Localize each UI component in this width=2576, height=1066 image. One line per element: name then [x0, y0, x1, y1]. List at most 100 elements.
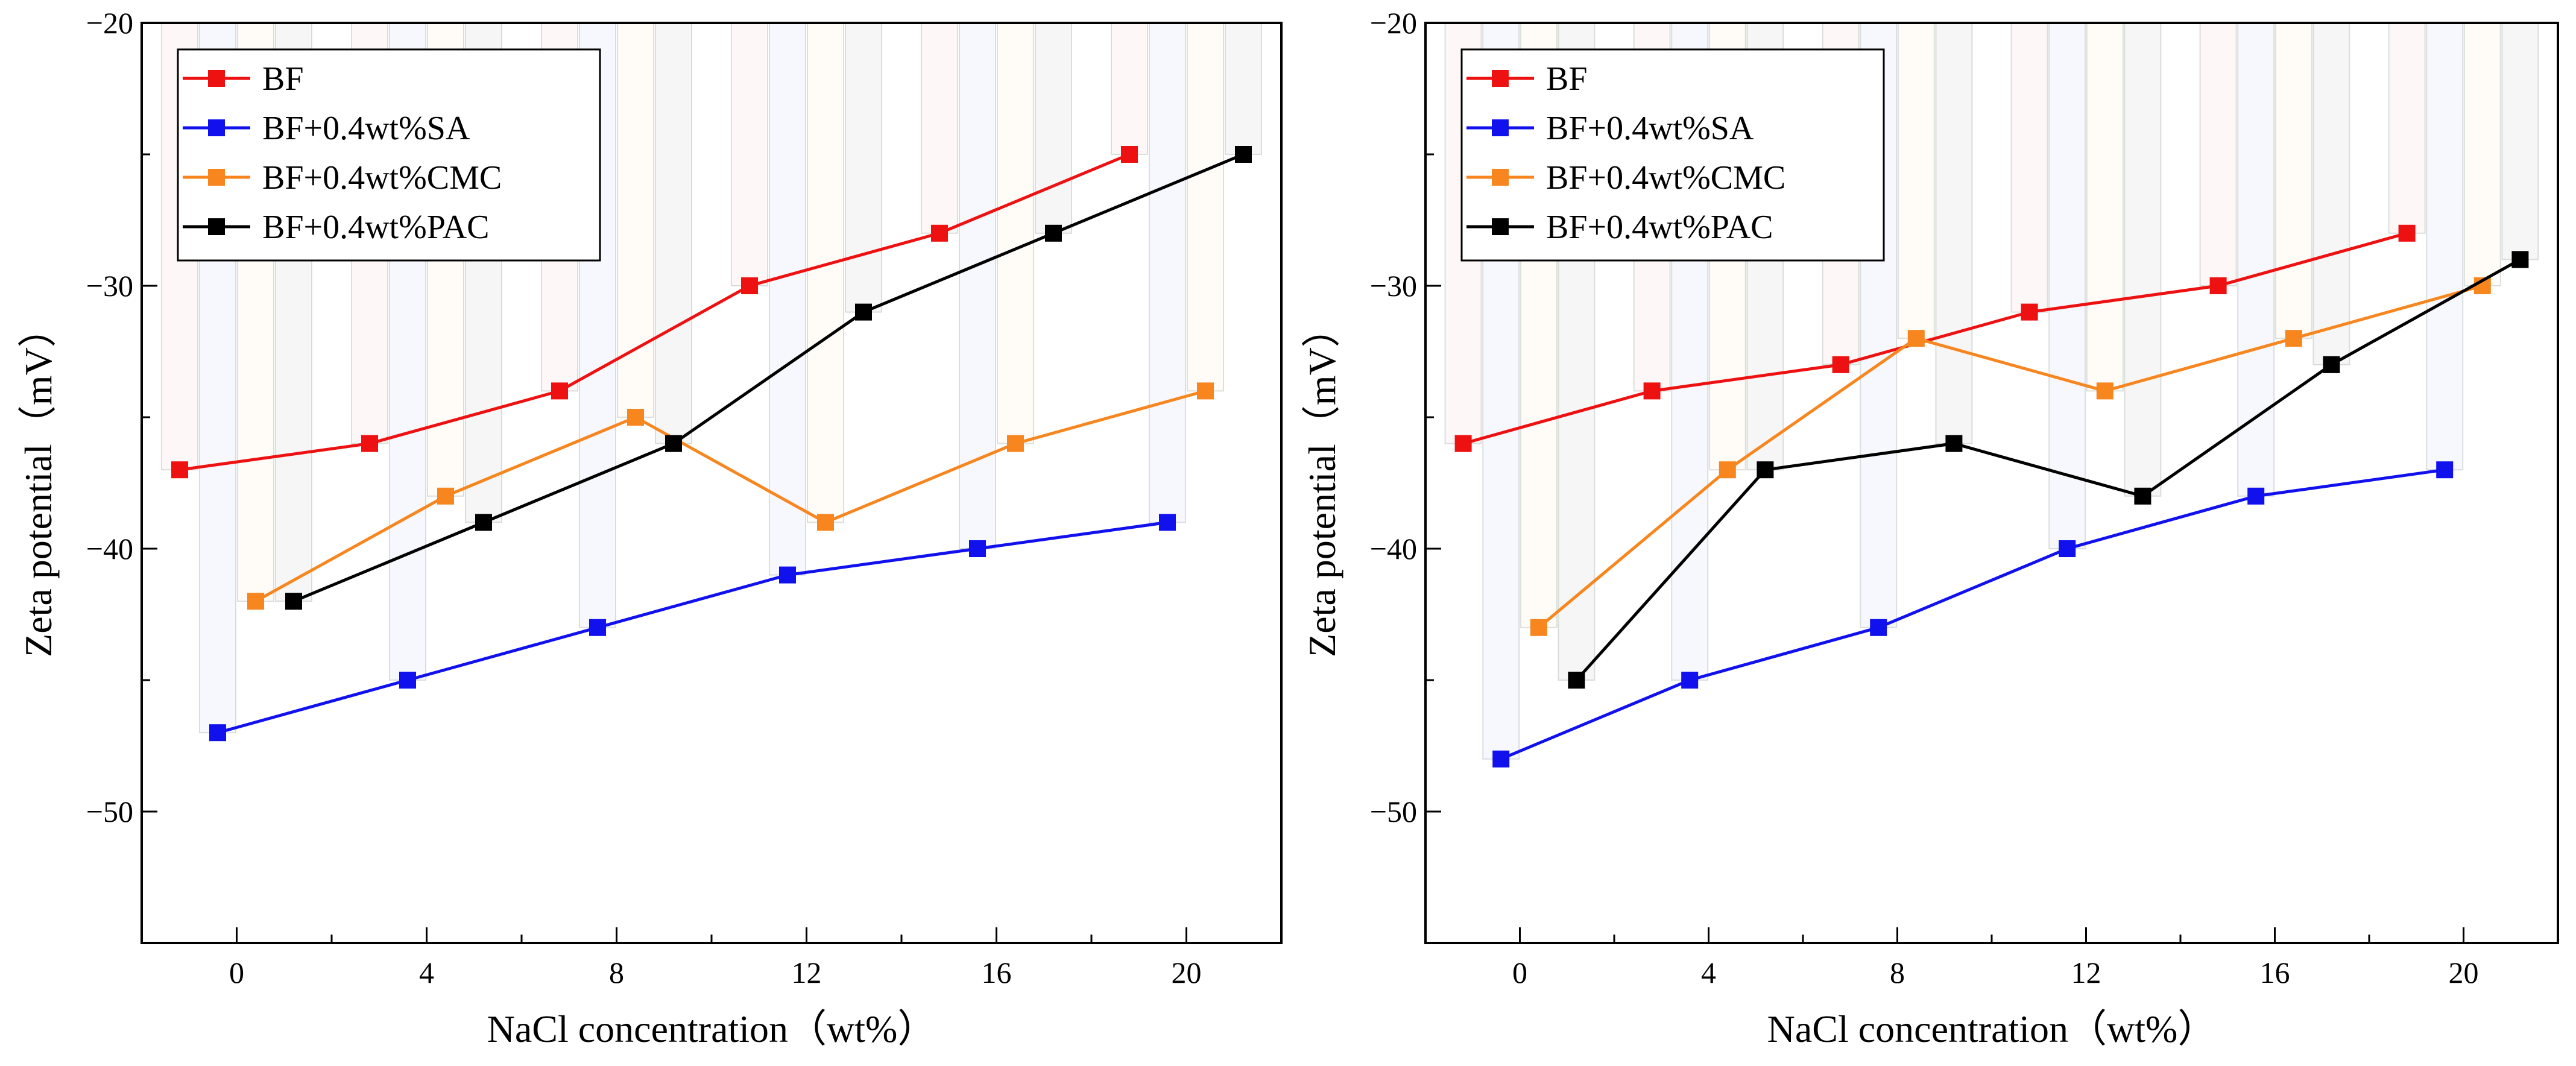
- chart-panel-right: 0 4 8 12 16 20 −20 −30 −40 −50 NaCl concentration（…: [1301, 6, 2559, 1050]
- data-point: [1945, 435, 1963, 452]
- background-bar: [2199, 22, 2237, 286]
- legend-marker: [208, 119, 225, 136]
- y-tick-label: −20: [86, 6, 133, 40]
- data-point: [969, 540, 986, 557]
- background-bar: [2388, 22, 2426, 234]
- data-point: [1907, 330, 1925, 347]
- data-point: [475, 514, 492, 531]
- data-point: [589, 619, 606, 636]
- x-axis: 0 4 8 12 16 20: [1424, 927, 2559, 989]
- series-line: [1462, 232, 2408, 446]
- data-point: [1121, 146, 1138, 163]
- y-axis: −20 −30 −40 −50: [86, 6, 157, 944]
- background-bar: [655, 22, 692, 444]
- series-BF+0.4wt%SA: [1492, 461, 2454, 768]
- data-point: [2021, 303, 2038, 321]
- background-bar: [807, 22, 844, 523]
- data-point: [1757, 461, 1774, 479]
- x-tick-label: 8: [609, 956, 624, 989]
- data-point: [2096, 382, 2114, 400]
- data-point: [171, 461, 188, 479]
- background-bar: [1897, 22, 1935, 339]
- y-axis-title: Zeta potential（mV）: [17, 309, 60, 657]
- data-point: [2247, 487, 2265, 505]
- background-bar: [769, 22, 806, 576]
- legend-label: BF+0.4wt%CMC: [262, 159, 502, 197]
- data-point: [285, 593, 302, 610]
- legend-marker: [1492, 119, 1509, 136]
- series-BF: [171, 146, 1138, 479]
- series-BF+0.4wt%CMC: [1530, 277, 2491, 636]
- background-bar: [2048, 22, 2086, 549]
- background-bar: [2086, 22, 2124, 392]
- background-bar: [1187, 22, 1224, 392]
- data-point: [1681, 672, 1699, 689]
- x-tick-label: 0: [1512, 956, 1527, 989]
- data-point: [817, 514, 834, 531]
- background-bar: [2426, 22, 2464, 471]
- background-bar: [997, 22, 1034, 444]
- x-tick-label: 12: [792, 956, 822, 989]
- background-bar: [1225, 22, 1262, 155]
- series-BF+0.4wt%PAC: [285, 146, 1252, 610]
- y-axis-title: Zeta potential（mV）: [1301, 309, 1343, 657]
- legend-label: BF+0.4wt%PAC: [1546, 209, 1773, 246]
- x-axis-title: NaCl concentration（wt%）: [1767, 1008, 2217, 1050]
- background-bar: [2501, 22, 2539, 260]
- background-bar: [2275, 22, 2312, 339]
- y-axis: −20 −30 −40 −50: [1370, 6, 1441, 944]
- legend-label: BF+0.4wt%CMC: [1546, 159, 1785, 197]
- data-point: [551, 382, 568, 400]
- x-tick-label: 16: [2260, 956, 2290, 989]
- x-tick-label: 8: [1890, 956, 1905, 989]
- data-point: [1159, 514, 1176, 531]
- data-point: [399, 672, 416, 689]
- data-point: [1492, 750, 1510, 768]
- legend-marker: [1492, 218, 1509, 235]
- data-point: [665, 435, 682, 452]
- series-line: [1575, 258, 2521, 681]
- background-bar: [2124, 22, 2162, 497]
- x-tick-label: 20: [1172, 956, 1202, 989]
- legend-marker: [208, 218, 225, 235]
- series-line: [254, 389, 1206, 603]
- data-point: [2285, 330, 2302, 347]
- data-point: [1832, 356, 1849, 373]
- data-point: [1643, 382, 1661, 400]
- series-line: [179, 153, 1130, 472]
- data-point: [1197, 382, 1214, 400]
- x-axis: 0 4 8 12 16 20: [140, 927, 1283, 989]
- data-point: [1007, 435, 1024, 452]
- series-BF+0.4wt%PAC: [1568, 251, 2529, 689]
- series-BF+0.4wt%CMC: [247, 382, 1214, 610]
- background-bar: [959, 22, 996, 549]
- data-point: [1530, 619, 1547, 636]
- x-tick-label: 4: [1701, 956, 1716, 989]
- series-line: [1500, 468, 2445, 761]
- legend-marker: [208, 70, 225, 87]
- data-point: [1454, 435, 1472, 452]
- data-point: [1719, 461, 1736, 479]
- background-bar: [731, 22, 768, 286]
- background-bar: [617, 22, 654, 418]
- y-tick-label: −40: [1370, 532, 1417, 566]
- y-tick-label: −40: [86, 532, 133, 566]
- legend-marker: [1492, 70, 1509, 87]
- data-point: [1045, 224, 1062, 242]
- legend-label: BF+0.4wt%PAC: [262, 209, 490, 246]
- data-point: [1870, 619, 1887, 636]
- x-tick-label: 20: [2449, 956, 2479, 989]
- data-point: [779, 566, 796, 584]
- data-point: [209, 724, 226, 742]
- background-bar: [2010, 22, 2048, 313]
- data-point: [2436, 461, 2454, 479]
- x-tick-label: 12: [2071, 956, 2101, 989]
- x-axis-title: NaCl concentration（wt%）: [487, 1008, 936, 1050]
- series-BF: [1454, 224, 2416, 452]
- x-tick-label: 16: [982, 956, 1012, 989]
- legend: BF BF+0.4wt%SA BF+0.4wt%CMC BF+0.4wt%PAC: [1460, 48, 1885, 262]
- data-point: [2511, 251, 2529, 268]
- data-point: [247, 593, 264, 610]
- data-point: [931, 224, 948, 242]
